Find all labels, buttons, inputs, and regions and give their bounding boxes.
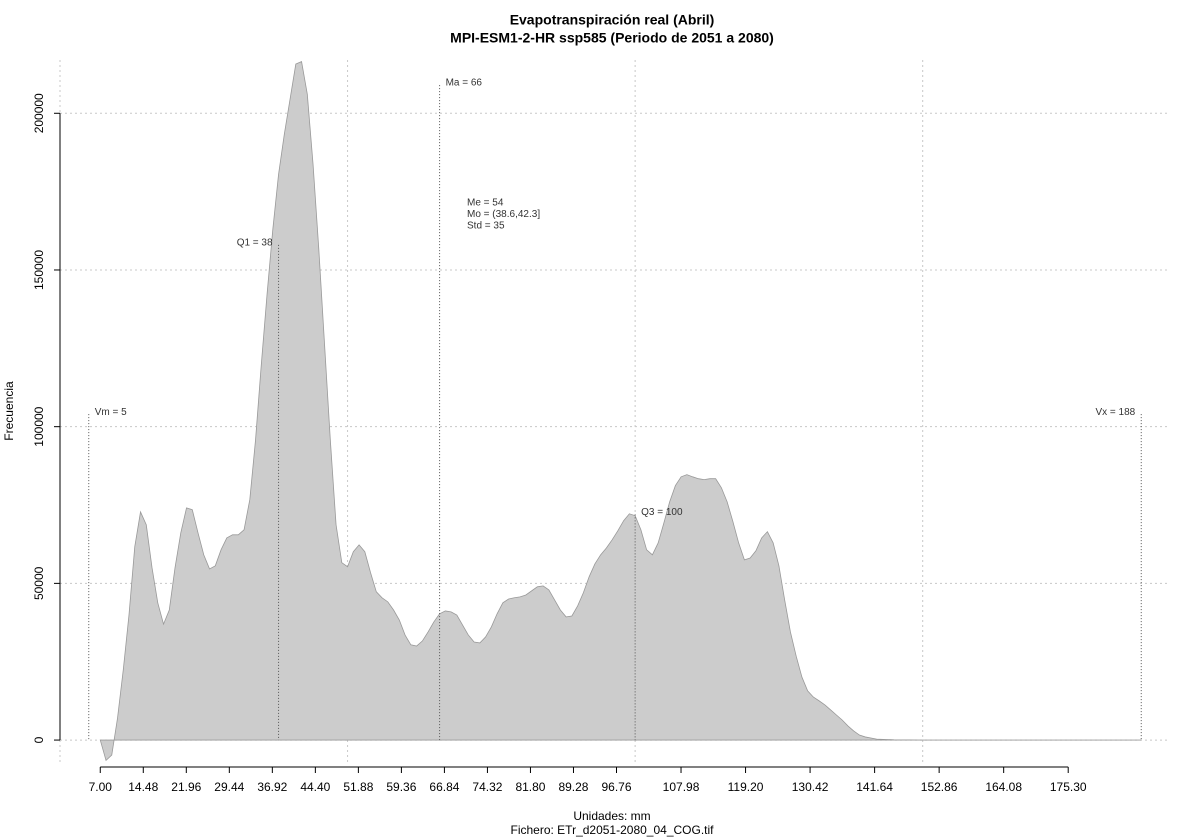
x-tick-label: 175.30 — [1050, 780, 1087, 794]
y-tick-label: 200000 — [32, 93, 46, 133]
density-area — [99, 60, 1142, 762]
x-tick-label: 141.64 — [856, 780, 893, 794]
x-tick-label: 29.44 — [214, 780, 244, 794]
x-tick-label: 51.88 — [343, 780, 373, 794]
x-tick-label: 7.00 — [89, 780, 113, 794]
x-tick-label: 36.92 — [257, 780, 287, 794]
chart-title: Evapotranspiración real (Abril) — [510, 12, 715, 28]
marker-label: Q3 = 100 — [641, 507, 683, 518]
x-tick-label: 74.32 — [472, 780, 502, 794]
x-tick-label: 96.76 — [601, 780, 631, 794]
marker-label: Vm = 5 — [95, 407, 127, 418]
x-tick-label: 14.48 — [128, 780, 158, 794]
x-tick-label: 89.28 — [558, 780, 588, 794]
chart-subtitle: MPI-ESM1-2-HR ssp585 (Periodo de 2051 a … — [450, 30, 774, 46]
x-tick-label: 21.96 — [171, 780, 201, 794]
x-tick-label: 164.08 — [985, 780, 1022, 794]
y-axis-label: Frecuencia — [2, 381, 16, 441]
marker-label: Vx = 188 — [1095, 407, 1135, 418]
x-tick-label: 130.42 — [792, 780, 829, 794]
x-tick-label: 66.84 — [429, 780, 459, 794]
stat-label: Mo = (38.6,42.3] — [467, 209, 540, 220]
x-axis-label: Unidades: mm — [573, 809, 650, 823]
y-tick-label: 0 — [32, 736, 46, 743]
x-tick-label: 59.36 — [386, 780, 416, 794]
caption: Fichero: ETr_d2051-2080_04_COG.tif — [511, 823, 715, 837]
x-tick-label: 152.86 — [921, 780, 958, 794]
x-tick-label: 107.98 — [663, 780, 700, 794]
x-tick-label: 44.40 — [300, 780, 330, 794]
stat-label: Me = 54 — [467, 198, 504, 209]
x-tick-label: 119.20 — [728, 780, 764, 794]
y-tick-label: 100000 — [32, 406, 46, 446]
y-tick-label: 150000 — [32, 250, 46, 290]
y-tick-label: 50000 — [32, 566, 46, 600]
marker-label: Q1 = 38 — [237, 238, 273, 249]
x-tick-label: 81.80 — [515, 780, 545, 794]
stat-label: Std = 35 — [467, 221, 505, 232]
marker-label: Ma = 66 — [446, 78, 483, 89]
